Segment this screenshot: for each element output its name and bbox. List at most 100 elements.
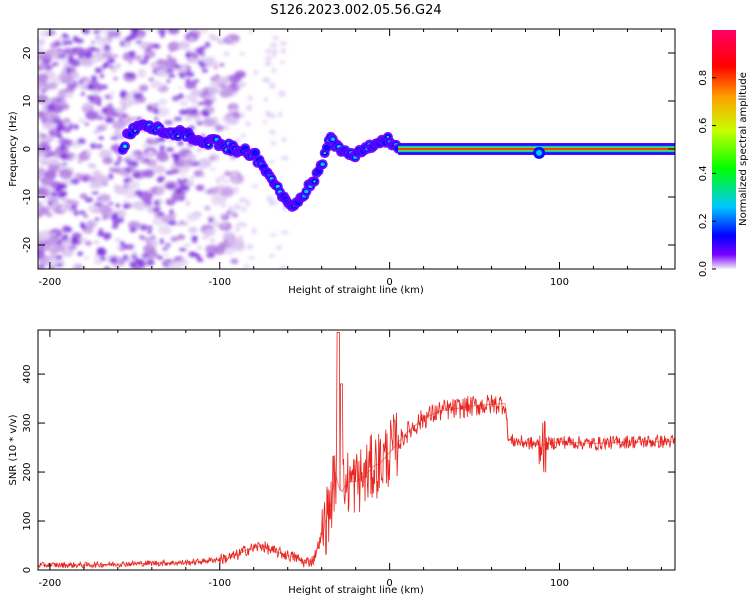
noise-blob [153,108,160,115]
y-tick-label: -10 [22,189,33,205]
noise-blob [144,49,155,57]
noise-blob [116,216,125,223]
noise-blob [141,252,150,259]
noise-blob [235,225,241,233]
x-tick-label: -100 [208,578,231,589]
noise-blob [137,258,146,265]
noise-blob [270,141,277,146]
noise-blob [95,36,109,46]
noise-blob [105,215,110,219]
noise-blob [49,232,56,237]
noise-blob [129,32,138,40]
noise-blob [132,172,141,178]
noise-blob [195,47,204,54]
noise-blob [222,75,229,81]
noise-blob [203,159,209,165]
noise-blob [196,121,203,126]
colorbar-tick-label: 0.8 [698,70,709,86]
noise-blob [170,236,179,242]
noise-blob [73,210,79,216]
noise-blob [232,177,239,183]
noise-blob [165,170,175,175]
noise-blob [158,98,168,106]
noise-blob [269,82,276,89]
noise-blob [210,156,215,160]
noise-blob [152,164,166,174]
noise-blob [93,202,103,207]
noise-blob [96,125,106,132]
noise-blob [83,214,89,218]
noise-blob [265,55,272,61]
noise-blob [168,220,177,226]
noise-blob [197,51,206,56]
noise-blob [101,108,108,112]
noise-blob [167,41,181,51]
noise-blob [192,79,200,83]
noise-blob [130,29,140,33]
noise-blob [165,68,174,74]
noise-blob [169,209,174,216]
noise-blob [268,113,277,119]
noise-blob [280,265,287,269]
noise-blob [239,51,245,56]
noise-blob [163,58,178,69]
noise-blob [224,124,230,131]
noise-blob [153,102,159,107]
noise-blob [167,29,180,35]
noise-blob [182,178,189,183]
noise-blob [112,64,121,70]
noise-blob [156,188,162,193]
noise-blob [108,201,114,206]
noise-blob [94,217,100,222]
noise-blob [72,35,79,43]
noise-blob [114,185,127,195]
noise-blob [45,212,53,218]
noise-blob [156,176,164,183]
noise-blob [90,142,97,150]
noise-blob [84,240,92,246]
noise-blob [181,221,189,226]
noise-blob [92,220,99,225]
noise-blob [112,54,119,59]
noise-blob [94,67,102,74]
noise-blob [47,30,56,36]
noise-blob [231,173,238,177]
noise-blob [178,86,183,90]
noise-blob [96,249,105,257]
noise-blob [55,186,62,193]
noise-blob [146,150,155,156]
noise-blob [117,155,122,163]
noise-blob [91,164,97,169]
noise-blob [98,149,112,159]
noise-blob [247,95,253,101]
y-tick-label: 10 [22,95,33,108]
noise-blob [169,49,174,53]
noise-blob [220,213,226,218]
noise-blob [281,155,289,161]
noise-blob [55,125,62,132]
noise-blob [68,122,74,130]
noise-blob [57,98,62,102]
noise-blob [60,197,69,203]
noise-blob [70,178,80,185]
noise-blob [185,94,193,101]
noise-blob [160,31,165,39]
noise-blob [225,36,233,43]
noise-blob [185,78,191,83]
noise-blob [148,240,159,248]
noise-blob [133,92,139,100]
noise-blob [242,264,251,268]
noise-blob [262,120,268,124]
colorbar-tick-label: 0.4 [698,165,709,181]
noise-blob [84,122,90,127]
noise-blob [110,68,118,74]
noise-blob [214,74,220,78]
noise-blob [245,121,251,127]
noise-blob [183,243,192,248]
noise-blob [263,77,271,84]
noise-blob [128,61,133,65]
noise-blob [177,178,182,183]
noise-blob [152,207,161,213]
